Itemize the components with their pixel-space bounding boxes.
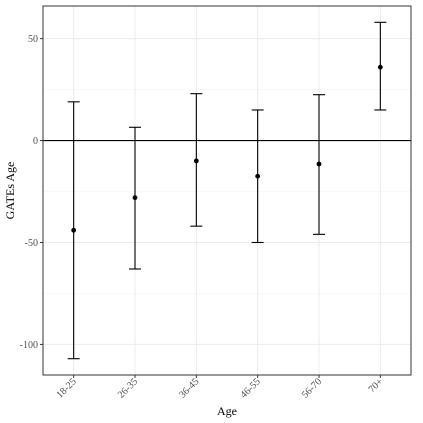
x-axis: 18-25 26-35 36-45 46-55 56-70 70+ [55, 375, 386, 401]
point-estimate [316, 161, 322, 167]
error-bar-46-55 [251, 109, 264, 244]
y-tick-label: 50 [28, 34, 38, 45]
point-estimate [132, 195, 138, 201]
x-tick-label: 36-45 [177, 376, 201, 400]
error-bar-70+ [374, 21, 387, 111]
x-tick-label: 46-55 [239, 376, 263, 400]
panel-border [42, 5, 412, 376]
error-bar-18-25 [67, 101, 80, 360]
grid [43, 6, 411, 375]
point-estimate [193, 158, 199, 164]
x-tick-label: 26-35 [116, 376, 140, 400]
x-tick-label: 18-25 [55, 376, 79, 400]
x-tick-label: 56-70 [300, 376, 324, 400]
y-tick-label: -100 [20, 340, 38, 351]
y-tick-label: -50 [25, 238, 38, 249]
y-tick-label: 0 [33, 136, 38, 147]
error-bars [67, 21, 387, 360]
y-axis: -100 -50 0 50 [20, 34, 43, 351]
error-bar-26-35 [129, 126, 141, 270]
error-bar-56-70 [313, 94, 325, 235]
x-axis-title: Age [217, 404, 237, 418]
point-estimate [377, 64, 383, 70]
x-tick-label: 70+ [367, 376, 386, 395]
error-bar-36-45 [190, 93, 203, 227]
point-estimate [71, 227, 77, 233]
point-estimate [255, 173, 261, 179]
y-axis-title: GATEs Age [3, 162, 17, 220]
